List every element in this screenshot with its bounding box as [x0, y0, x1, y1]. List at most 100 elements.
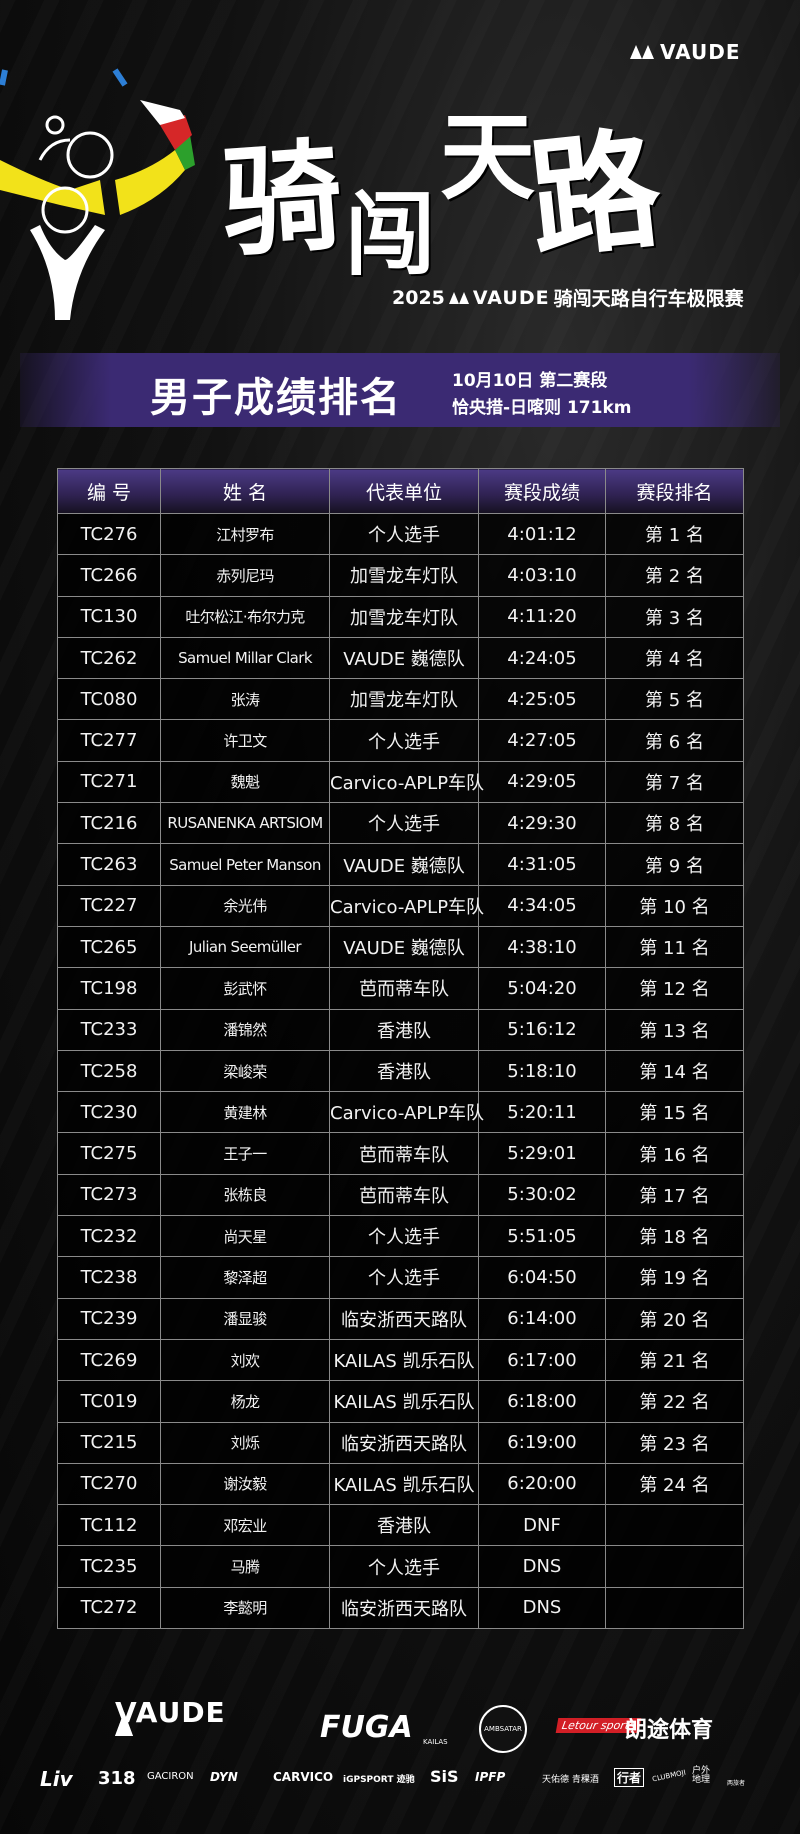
- cell-col-id: TC266: [57, 554, 161, 597]
- table-row: TC273 张栋良 芭而蒂车队 5:30:02 第 17 名: [57, 1173, 744, 1217]
- table-row: TC227 余光伟 Carvico-APLP车队 4:34:05 第 10 名: [57, 884, 744, 927]
- cell-col-name: 王子一: [160, 1132, 330, 1175]
- cell-col-id: TC276: [57, 512, 161, 556]
- cell-col-name: 江村罗布: [160, 512, 330, 556]
- table-row: TC258 梁峻荣 香港队 5:18:10 第 14 名: [57, 1049, 744, 1093]
- cell-col-rank: [605, 1586, 744, 1630]
- sponsor-igpsport: iGPSPORT 迹驰: [343, 1775, 415, 1785]
- cell-col-id: TC235: [57, 1545, 161, 1588]
- table-row: TC215 刘烁 临安浙西天路队 6:19:00 第 23 名: [57, 1421, 744, 1464]
- table-row: TC266 赤列尼玛 加雪龙车灯队 4:03:10 第 2 名: [57, 554, 744, 597]
- cell-col-team: VAUDE 巍德队: [329, 925, 479, 969]
- cell-col-team: 临安浙西天路队: [329, 1297, 479, 1340]
- cell-col-rank: [605, 1545, 744, 1588]
- cell-col-name: 彭武怀: [160, 967, 330, 1010]
- cell-col-name: Samuel Peter Manson: [160, 843, 330, 886]
- stage-date: 10月10日 第二赛段: [452, 371, 608, 391]
- cell-col-team: VAUDE 巍德队: [329, 636, 479, 680]
- cell-col-rank: 第 9 名: [605, 843, 744, 886]
- cell-col-time: 5:04:20: [478, 967, 606, 1010]
- table-row: TC239 潘显骏 临安浙西天路队 6:14:00 第 20 名: [57, 1297, 744, 1340]
- table-row: TC235 马腾 个人选手 DNS: [57, 1545, 744, 1588]
- results-title: 男子成绩排名: [150, 375, 402, 421]
- cell-col-id: TC269: [57, 1338, 161, 1382]
- cell-col-team: 临安浙西天路队: [329, 1586, 479, 1630]
- header-col-team: 代表单位: [329, 468, 479, 514]
- cell-col-rank: 第 17 名: [605, 1173, 744, 1217]
- cell-col-time: 4:38:10: [478, 925, 606, 969]
- table-row: TC263 Samuel Peter Manson VAUDE 巍德队 4:31:05…: [57, 843, 744, 886]
- cell-col-team: 个人选手: [329, 1545, 479, 1588]
- vaude-logo: VAUDE: [630, 40, 741, 64]
- sponsor-liv: Liv: [40, 1767, 73, 1791]
- cell-col-rank: 第 10 名: [605, 884, 744, 927]
- cell-col-team: Carvico-APLP车队: [329, 760, 484, 804]
- cell-col-time: 6:18:00: [478, 1380, 606, 1423]
- cell-col-name: 尚天星: [160, 1215, 330, 1258]
- cell-col-time: 5:20:11: [478, 1091, 606, 1134]
- cell-col-name: 潘锦然: [160, 1008, 330, 1051]
- cell-col-time: 6:04:50: [478, 1256, 606, 1299]
- cell-col-rank: 第 7 名: [605, 760, 744, 804]
- cell-col-rank: 第 15 名: [605, 1091, 744, 1134]
- cell-col-name: 魏魁: [160, 760, 330, 804]
- cell-col-team: 个人选手: [329, 719, 479, 762]
- cell-col-team: 加雪龙车灯队: [329, 678, 479, 721]
- cell-col-rank: 第 13 名: [605, 1008, 744, 1051]
- cell-col-rank: 第 14 名: [605, 1049, 744, 1093]
- cell-col-team: VAUDE 巍德队: [329, 843, 479, 886]
- cell-col-team: 加雪龙车灯队: [329, 595, 479, 638]
- cell-col-name: RUSANENKA ARTSIOM: [160, 802, 330, 845]
- cell-col-rank: 第 23 名: [605, 1421, 744, 1464]
- cell-col-time: 4:03:10: [478, 554, 606, 597]
- sponsor-lvzhe: 两旅者: [727, 1780, 746, 1787]
- table-row: TC233 潘锦然 香港队 5:16:12 第 13 名: [57, 1008, 744, 1051]
- cyclist-emblem-icon: [0, 68, 195, 320]
- cell-col-id: TC216: [57, 802, 161, 845]
- cell-col-id: TC277: [57, 719, 161, 762]
- cell-col-id: TC275: [57, 1132, 161, 1175]
- cell-col-time: 6:20:00: [478, 1462, 606, 1506]
- cell-col-time: 6:14:00: [478, 1297, 606, 1340]
- cell-col-time: 5:29:01: [478, 1132, 606, 1175]
- cell-col-time: 4:31:05: [478, 843, 606, 886]
- cell-col-rank: 第 8 名: [605, 802, 744, 845]
- cell-col-time: DNS: [478, 1545, 606, 1588]
- event-subtitle: 2025 VAUDE 骑闯天路自行车极限赛: [392, 286, 744, 311]
- sponsor-carvico: CARVICO: [273, 1770, 334, 1784]
- title-char: 路: [522, 111, 668, 278]
- cell-col-rank: [605, 1504, 744, 1547]
- cell-col-team: 个人选手: [329, 1256, 479, 1299]
- table-row: TC230 黄建林 Carvico-APLP车队 5:20:11 第 15 名: [57, 1091, 744, 1134]
- cell-col-id: TC258: [57, 1049, 161, 1093]
- table-row: TC019 杨龙 KAILAS 凯乐石队 6:18:00 第 22 名: [57, 1380, 744, 1423]
- cell-col-id: TC130: [57, 595, 161, 638]
- cell-col-rank: 第 16 名: [605, 1132, 744, 1175]
- table-row: TC272 李懿明 临安浙西天路队 DNS: [57, 1586, 744, 1630]
- cell-col-rank: 第 2 名: [605, 554, 744, 597]
- cell-col-id: TC019: [57, 1380, 161, 1423]
- sponsor-sis: SiS: [430, 1767, 459, 1786]
- table-row: TC238 黎泽超 个人选手 6:04:50 第 19 名: [57, 1256, 744, 1299]
- cell-col-team: 临安浙西天路队: [329, 1421, 479, 1464]
- sponsor-gaciron: GACIRON: [147, 1771, 194, 1782]
- cell-col-id: TC227: [57, 884, 161, 927]
- cell-col-rank: 第 3 名: [605, 595, 744, 638]
- cell-col-id: TC263: [57, 843, 161, 886]
- cell-col-id: TC272: [57, 1586, 161, 1630]
- cell-col-rank: 第 11 名: [605, 925, 744, 969]
- cell-col-name: 邓宏业: [160, 1504, 330, 1547]
- cell-col-time: 4:11:20: [478, 595, 606, 638]
- cell-col-team: 加雪龙车灯队: [329, 554, 479, 597]
- vaude-mark-icon: [630, 40, 654, 64]
- cell-col-time: 5:18:10: [478, 1049, 606, 1093]
- title-char: 闯: [345, 182, 435, 288]
- cell-col-rank: 第 22 名: [605, 1380, 744, 1423]
- cell-col-name: 吐尔松江·布尔力克: [160, 595, 330, 638]
- cell-col-id: TC273: [57, 1173, 161, 1217]
- cell-col-team: 香港队: [329, 1008, 479, 1051]
- cell-col-name: 杨龙: [160, 1380, 330, 1423]
- cell-col-team: 芭而蒂车队: [329, 1173, 479, 1217]
- table-row: TC262 Samuel Millar Clark VAUDE 巍德队 4:24:05…: [57, 636, 744, 680]
- title-char: 骑: [217, 124, 347, 275]
